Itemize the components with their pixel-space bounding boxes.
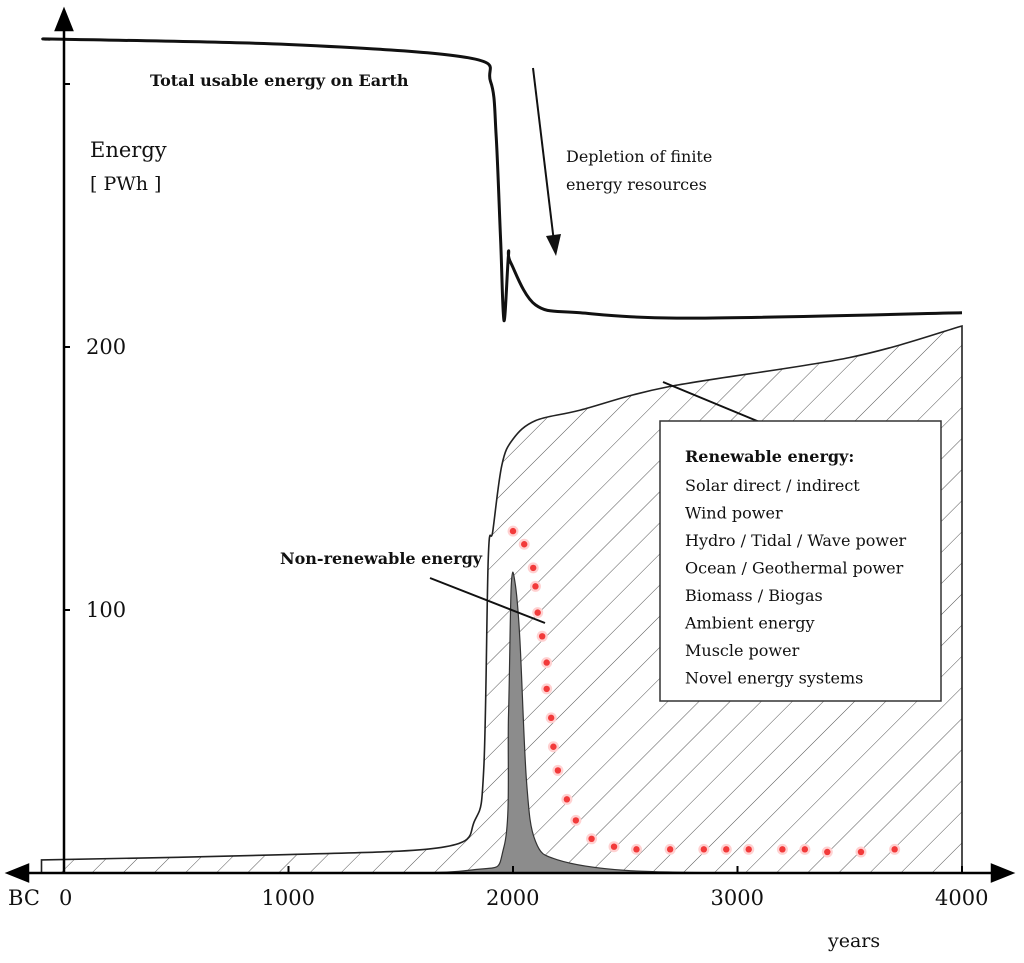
projection-dot: [532, 583, 539, 590]
projection-dot: [543, 685, 550, 693]
projection-dot: [723, 846, 730, 853]
projection-dot: [891, 846, 898, 853]
y-tick-label: 200: [86, 335, 126, 359]
projection-dot: [543, 659, 550, 666]
renewable-energy-item: Solar direct / indirect: [685, 476, 860, 495]
renewable-energy-item: Novel energy systems: [685, 669, 863, 688]
x-axis-label: years: [827, 930, 880, 952]
renewable-energy-item: Wind power: [685, 504, 783, 523]
projection-dot: [563, 796, 571, 803]
renewable-leader-line: [662, 381, 763, 424]
non-renewable-energy-label: Non-renewable energy: [280, 549, 483, 568]
projection-dots: [507, 525, 901, 858]
projection-dot: [745, 846, 752, 853]
projection-dot: [521, 541, 528, 548]
renewable-energy-item: Biomass / Biogas: [685, 586, 823, 605]
projection-dot: [572, 817, 580, 824]
y-axis-arrow: [54, 6, 74, 32]
y-tick-labels: 100 200: [86, 335, 126, 622]
x-tick-label: 4000: [935, 886, 988, 910]
depletion-label-line1: Depletion of finite: [566, 147, 712, 166]
y-axis-label: Energy: [90, 138, 167, 162]
depletion-label-line2: energy resources: [566, 175, 707, 194]
renewable-energy-title: Renewable energy:: [685, 447, 854, 466]
non-renewable-leader-line: [429, 577, 546, 624]
x-tick-label: 3000: [711, 886, 764, 910]
projection-dot: [700, 846, 708, 853]
y-tick-label: 100: [86, 598, 126, 622]
projection-dot: [610, 843, 618, 850]
total-usable-energy-line: [41, 37, 963, 323]
depletion-arrow: [532, 67, 561, 256]
projection-dot: [779, 846, 786, 853]
x-tick-label: 0: [59, 886, 72, 910]
renewable-energy-item: Ambient energy: [684, 614, 815, 633]
projection-dot: [588, 835, 595, 843]
x-tick-labels: 0 1000 2000 3000 4000: [59, 886, 988, 910]
projection-dot: [550, 743, 557, 750]
projection-dot: [801, 846, 809, 853]
projection-dot: [633, 846, 640, 853]
x-axis-arrow-right: [990, 863, 1016, 883]
projection-dot: [666, 846, 674, 853]
x-tick-label: 1000: [262, 886, 315, 910]
renewable-energy-list: Solar direct / indirect Wind power Hydro /…: [684, 476, 907, 688]
projection-dot: [538, 633, 546, 640]
axes: [4, 6, 1016, 883]
projection-dot: [509, 527, 517, 535]
total-usable-energy-label: Total usable energy on Earth: [150, 71, 409, 90]
tick-marks: [64, 83, 963, 873]
projection-dot: [554, 767, 562, 774]
x-tick-label: 2000: [486, 886, 539, 910]
x-origin-label: BC: [8, 886, 40, 910]
renewable-energy-item: Hydro / Tidal / Wave power: [685, 531, 907, 550]
projection-dot: [534, 609, 541, 616]
projection-dot: [824, 848, 831, 856]
projection-dot: [530, 564, 537, 572]
projection-dot: [857, 848, 865, 856]
x-axis-arrow-left: [4, 863, 30, 883]
renewable-energy-item: Ocean / Geothermal power: [685, 559, 904, 578]
renewable-energy-box: Renewable energy: Solar direct / indirec…: [659, 420, 942, 702]
y-axis-unit: [ PWh ]: [90, 173, 161, 195]
renewable-energy-item: Muscle power: [685, 641, 800, 660]
projection-dot: [547, 714, 555, 722]
